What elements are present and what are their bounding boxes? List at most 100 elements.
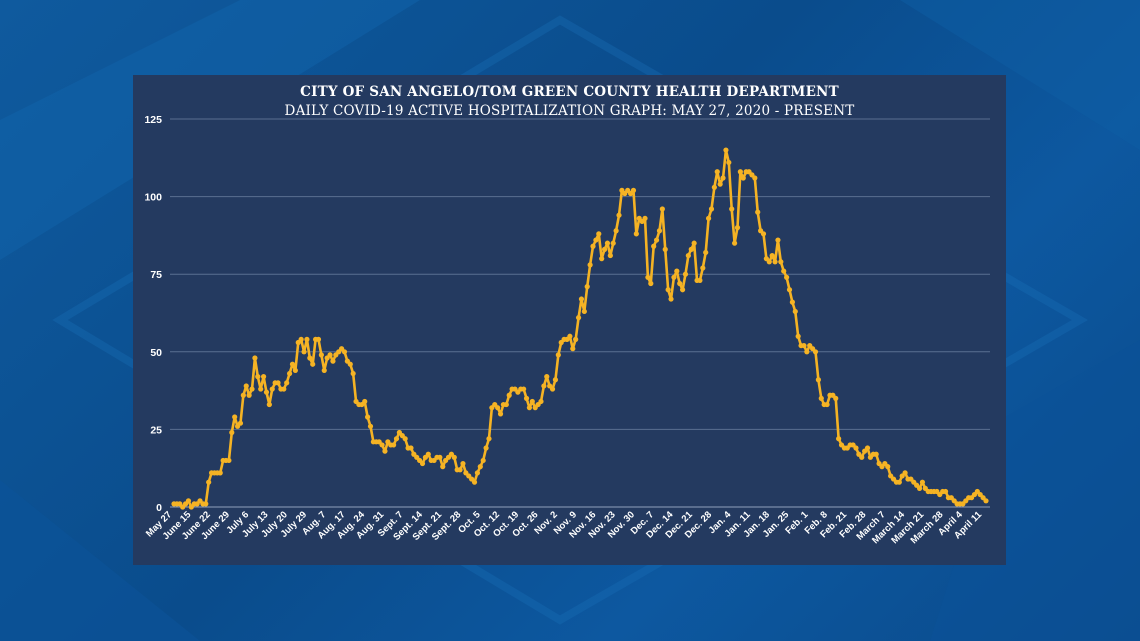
data-point	[755, 209, 761, 215]
chart-panel: CITY OF SAN ANGELO/TOM GREEN COUNTY HEAL…	[133, 75, 1006, 565]
data-point	[575, 315, 582, 321]
data-point	[697, 277, 703, 284]
data-point	[552, 377, 559, 383]
data-point	[258, 386, 264, 392]
data-point	[824, 401, 830, 408]
data-point	[792, 308, 798, 315]
chart-title: CITY OF SAN ANGELO/TOM GREEN COUNTY HEAL…	[300, 84, 839, 100]
data-point	[425, 451, 431, 457]
data-point	[526, 405, 533, 411]
data-point	[538, 398, 544, 405]
data-point	[206, 479, 212, 485]
data-point	[347, 361, 353, 367]
data-point	[812, 349, 819, 355]
data-point	[691, 240, 697, 246]
chart-subtitle: DAILY COVID-19 ACTIVE HOSPITALIZATION GR…	[284, 103, 855, 119]
data-point	[645, 274, 651, 280]
data-point	[717, 181, 723, 187]
data-point	[457, 467, 463, 473]
data-point	[604, 240, 611, 246]
data-point	[642, 215, 648, 221]
data-point	[483, 445, 489, 451]
data-point	[685, 252, 691, 259]
data-point	[662, 246, 668, 252]
data-point	[286, 370, 293, 377]
data-point	[919, 479, 926, 485]
data-point	[185, 498, 192, 504]
data-point	[720, 175, 726, 181]
data-point	[607, 252, 613, 259]
data-point	[321, 367, 327, 374]
data-point	[769, 252, 775, 259]
data-point	[480, 457, 486, 464]
data-point	[740, 175, 746, 181]
data-point	[795, 333, 801, 339]
data-point	[677, 280, 683, 287]
data-point	[419, 460, 426, 467]
data-point	[243, 383, 249, 389]
data-point	[885, 464, 891, 470]
data-point	[497, 411, 504, 417]
data-point	[734, 225, 741, 231]
data-point	[916, 485, 923, 491]
data-point	[402, 436, 408, 442]
data-point	[688, 246, 694, 252]
data-point	[393, 436, 400, 442]
data-point	[555, 352, 561, 358]
data-point	[833, 395, 839, 401]
data-point	[437, 454, 443, 460]
data-point	[665, 287, 671, 293]
data-point	[249, 386, 255, 392]
data-point	[506, 392, 512, 398]
data-point	[775, 237, 781, 243]
data-point	[307, 355, 313, 361]
data-point	[391, 442, 397, 448]
data-point	[651, 243, 657, 249]
data-point	[281, 386, 287, 392]
data-point	[679, 287, 686, 293]
data-point	[731, 240, 738, 246]
data-point	[521, 386, 527, 392]
data-point	[786, 287, 793, 293]
data-point	[789, 299, 795, 305]
data-point	[263, 389, 270, 395]
data-point	[778, 259, 784, 265]
data-point	[616, 212, 622, 218]
data-point	[318, 352, 324, 358]
data-point	[362, 398, 368, 405]
data-point	[275, 380, 281, 386]
data-point	[653, 237, 660, 243]
data-point	[541, 383, 547, 389]
data-point	[330, 358, 336, 364]
y-tick-label: 75	[150, 269, 162, 281]
data-point	[942, 488, 949, 495]
data-point	[365, 414, 371, 420]
data-point	[327, 352, 333, 358]
data-point	[229, 429, 235, 436]
data-point	[292, 367, 298, 374]
data-point	[379, 442, 385, 448]
data-point	[529, 398, 535, 405]
data-point	[766, 259, 772, 265]
data-point	[599, 256, 605, 262]
data-point	[633, 231, 639, 237]
data-point	[760, 231, 767, 237]
data-point	[471, 479, 478, 485]
data-point	[902, 470, 908, 476]
data-point	[801, 342, 807, 349]
data-point	[584, 284, 590, 290]
data-point	[237, 420, 244, 426]
data-point	[503, 401, 509, 408]
data-point	[570, 346, 576, 352]
data-point	[408, 445, 414, 451]
data-point	[217, 470, 223, 476]
data-point	[578, 296, 585, 302]
data-point	[737, 169, 743, 175]
data-point	[668, 296, 674, 302]
data-point	[477, 464, 483, 470]
data-point	[815, 377, 821, 383]
data-point	[440, 464, 446, 470]
data-point	[630, 187, 637, 193]
data-point	[495, 405, 501, 411]
